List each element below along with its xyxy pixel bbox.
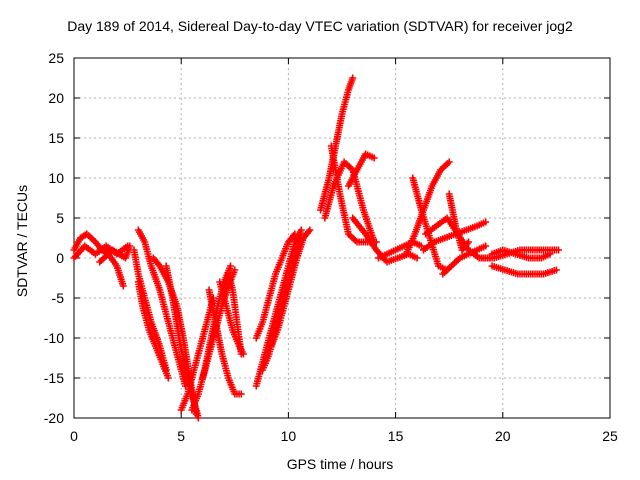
chart-title: Day 189 of 2014, Sidereal Day-to-day VTE… — [0, 18, 640, 34]
data-points — [71, 75, 563, 422]
series-arc-14 — [221, 271, 245, 358]
x-tick-label: 20 — [495, 428, 511, 444]
series-arc-19 — [317, 75, 356, 214]
y-tick-label: 5 — [56, 210, 64, 226]
y-tick-label: 15 — [48, 130, 64, 146]
y-tick-label: -15 — [44, 370, 64, 386]
y-tick-label: 10 — [48, 170, 64, 186]
y-tick-label: 0 — [56, 250, 64, 266]
y-axis-label: SDTVAR / TECUs — [14, 185, 30, 297]
series-arc-33 — [489, 263, 560, 278]
x-tick-label: 0 — [70, 428, 78, 444]
x-tick-label: 15 — [388, 428, 404, 444]
y-tick-label: -20 — [44, 410, 64, 426]
series-arc-25 — [403, 159, 453, 258]
y-tick-label: -5 — [52, 290, 65, 306]
y-tick-label: 25 — [48, 50, 64, 66]
x-tick-label: 25 — [602, 428, 618, 444]
x-tick-label: 10 — [281, 428, 297, 444]
y-tick-label: 20 — [48, 90, 64, 106]
y-tick-label: -10 — [44, 330, 64, 346]
sdtvar-chart: 0 5 10 15 20 25 -20 -15 -10 -5 0 5 10 15 20 25 — [0, 0, 640, 480]
x-tick-label: 5 — [177, 428, 185, 444]
x-axis-label: GPS time / hours — [0, 456, 640, 472]
